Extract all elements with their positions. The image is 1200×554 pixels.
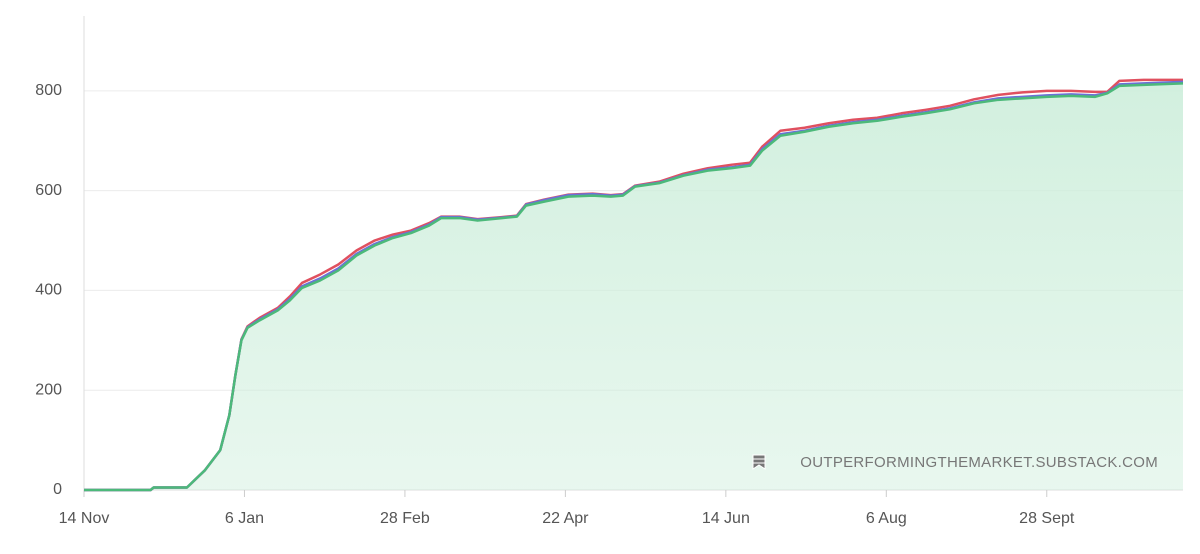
x-tick-label: 28 Sept (1019, 510, 1075, 527)
watermark-icon (752, 454, 766, 470)
x-tick-label: 6 Aug (866, 510, 907, 527)
y-tick-label: 800 (35, 82, 62, 99)
y-tick-label: 600 (35, 182, 62, 199)
area (84, 83, 1183, 490)
y-tick-label: 200 (35, 381, 62, 398)
line (84, 82, 1184, 492)
x-tick-label: 6 Jan (225, 510, 264, 527)
x-tick-label: 14 Jun (702, 510, 750, 527)
x-tick-label: 22 Apr (542, 510, 589, 527)
y-tick-label: 0 (53, 481, 62, 498)
watermark: OUTPERFORMINGTHEMARKET.SUBSTACK.COM (800, 454, 1158, 471)
x-tick-label: 28 Feb (380, 510, 430, 527)
y-tick-label: 400 (35, 282, 62, 299)
x-tick-label: 14 Nov (59, 510, 110, 527)
